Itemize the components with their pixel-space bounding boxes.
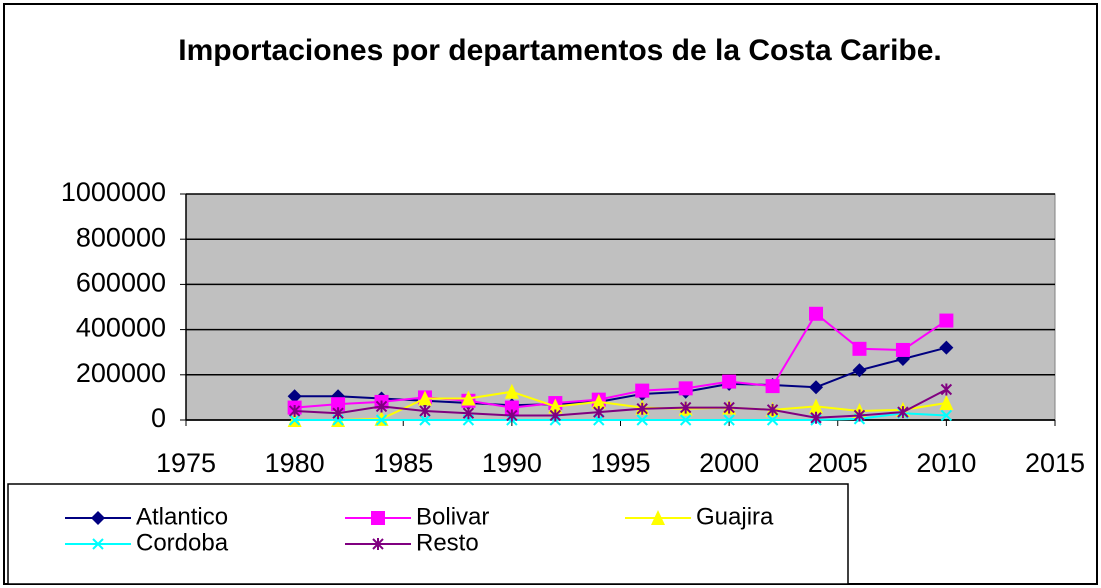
marker [940, 409, 953, 422]
marker [939, 340, 954, 355]
marker [288, 414, 301, 426]
marker [766, 414, 779, 426]
marker [504, 383, 519, 399]
marker [852, 341, 867, 356]
marker [417, 390, 432, 406]
marker [375, 400, 388, 413]
marker [636, 402, 648, 415]
x-tick-label: 1990 [482, 448, 542, 478]
marker [419, 404, 431, 417]
marker [809, 306, 824, 321]
marker [723, 401, 735, 414]
marker [461, 390, 476, 406]
x-tick-label: 1985 [373, 448, 433, 478]
marker [852, 363, 867, 378]
marker [92, 538, 104, 550]
marker [723, 414, 735, 426]
chart-title: Importaciones por departamentos de la Co… [178, 34, 942, 67]
marker [895, 342, 910, 357]
x-tick-label: 2010 [916, 448, 976, 478]
x-tick-label: 1980 [265, 448, 325, 478]
marker [897, 406, 909, 419]
marker [331, 397, 346, 412]
marker [288, 404, 301, 417]
marker [651, 510, 665, 525]
y-tick-label: 1000000 [61, 177, 166, 207]
plot-area [185, 193, 1056, 421]
marker [372, 538, 384, 550]
marker [722, 374, 737, 389]
marker [462, 407, 475, 420]
marker [809, 380, 824, 395]
marker [766, 403, 779, 416]
marker [809, 398, 824, 414]
series-line [294, 388, 947, 419]
legend-box [7, 483, 849, 585]
legend-label: Atlantico [136, 503, 228, 530]
marker [506, 409, 518, 422]
marker [332, 407, 344, 420]
y-tick-label: 600000 [76, 268, 166, 298]
series-line [294, 312, 947, 409]
marker [419, 414, 431, 426]
marker [593, 406, 605, 419]
y-tick-label: 800000 [76, 222, 166, 252]
x-tick-label: 1975 [156, 448, 216, 478]
legend-label: Guajira [696, 503, 774, 530]
marker [678, 381, 693, 396]
marker [636, 414, 648, 426]
marker [679, 401, 692, 414]
marker [591, 393, 606, 409]
x-tick-label: 2015 [1025, 448, 1085, 478]
marker [375, 414, 388, 426]
legend-label: Resto [416, 529, 479, 556]
marker [940, 383, 953, 396]
marker [91, 511, 105, 525]
marker [765, 379, 780, 394]
x-tick-label: 2000 [699, 448, 759, 478]
marker [549, 409, 562, 422]
marker [810, 411, 822, 424]
y-tick-label: 200000 [76, 358, 166, 388]
marker [371, 511, 385, 525]
marker [635, 383, 650, 398]
y-tick-label: 400000 [76, 313, 166, 343]
x-tick-label: 1995 [590, 448, 650, 478]
y-tick-label: 0 [151, 403, 166, 433]
series-line [294, 412, 947, 421]
marker [548, 398, 563, 414]
marker [939, 395, 954, 411]
legend-label: Cordoba [136, 529, 229, 556]
marker [853, 409, 866, 422]
x-tick-label: 2005 [808, 448, 868, 478]
marker [287, 389, 302, 404]
marker [939, 313, 954, 328]
legend-label: Bolivar [416, 503, 489, 530]
marker [679, 414, 692, 426]
